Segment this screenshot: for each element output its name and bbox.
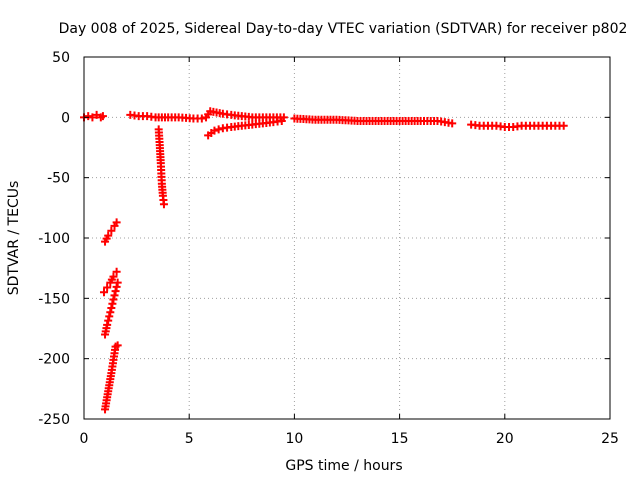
y-tick-label: -150 xyxy=(38,291,70,307)
data-point-marker xyxy=(92,110,101,119)
y-tick-label: -100 xyxy=(38,231,70,247)
series-arc-early-low-2 xyxy=(99,267,121,297)
data-point-marker xyxy=(214,125,223,134)
plot-frame xyxy=(83,56,611,420)
series-arc-end xyxy=(467,120,568,131)
data-point-marker xyxy=(112,267,121,276)
y-axis-label: SDTVAR / TECUs xyxy=(6,181,22,296)
data-point-marker xyxy=(88,113,97,122)
x-tick-label: 0 xyxy=(80,431,89,447)
x-tick-label: 25 xyxy=(601,431,619,447)
x-tick-label: 20 xyxy=(496,431,514,447)
data-point-marker xyxy=(448,119,457,128)
y-tick-label: -250 xyxy=(38,412,70,428)
data-point-marker xyxy=(277,116,286,125)
data-point-marker xyxy=(105,312,114,321)
x-axis-label: GPS time / hours xyxy=(285,458,402,474)
data-point-marker xyxy=(104,231,113,240)
data-point-marker xyxy=(98,112,107,121)
data-point-marker xyxy=(107,303,116,312)
data-point-marker xyxy=(210,126,219,135)
data-point-marker xyxy=(106,308,115,317)
series-arc-mid-zero xyxy=(126,110,206,123)
series-arc-6h-upper xyxy=(202,107,288,122)
series-arc-6h-lower xyxy=(204,116,286,140)
axis-ticks: 0 5 10 15 20 25 50 0 -50 -100 -150 -200 -250 xyxy=(38,50,619,447)
data-point-marker xyxy=(104,316,113,325)
data-point-marker xyxy=(110,291,119,300)
grid-lines xyxy=(84,57,610,419)
x-tick-label: 5 xyxy=(185,431,194,447)
data-point-marker xyxy=(108,299,117,308)
data-point-marker xyxy=(159,200,168,209)
x-tick-label: 15 xyxy=(391,431,409,447)
data-point-marker xyxy=(111,287,120,296)
y-tick-label: 50 xyxy=(52,50,70,66)
data-point-marker xyxy=(109,295,118,304)
series-arc-3.5h xyxy=(154,125,168,209)
series-arc-early-low-4 xyxy=(101,341,122,414)
data-point-marker xyxy=(113,278,122,287)
data-points xyxy=(80,107,568,414)
data-point-marker xyxy=(113,341,122,350)
series-arc-late xyxy=(290,114,457,128)
data-point-marker xyxy=(84,112,93,121)
data-point-marker xyxy=(99,288,108,297)
data-point-marker xyxy=(559,121,568,130)
data-point-marker xyxy=(103,320,112,329)
data-point-marker xyxy=(103,283,112,292)
series-arc-early-low-1 xyxy=(101,218,121,246)
y-tick-label: -200 xyxy=(38,352,70,368)
series-arc-early-low-3 xyxy=(101,278,122,339)
data-point-marker xyxy=(109,272,118,281)
chart-title: Day 008 of 2025, Sidereal Day-to-day VTE… xyxy=(59,21,628,37)
y-tick-label: 0 xyxy=(61,110,70,126)
data-point-marker xyxy=(112,282,121,291)
x-tick-label: 10 xyxy=(285,431,303,447)
data-point-marker xyxy=(112,218,121,227)
data-point-marker xyxy=(197,114,206,123)
data-point-marker xyxy=(107,226,116,235)
y-tick-label: -50 xyxy=(47,171,70,187)
